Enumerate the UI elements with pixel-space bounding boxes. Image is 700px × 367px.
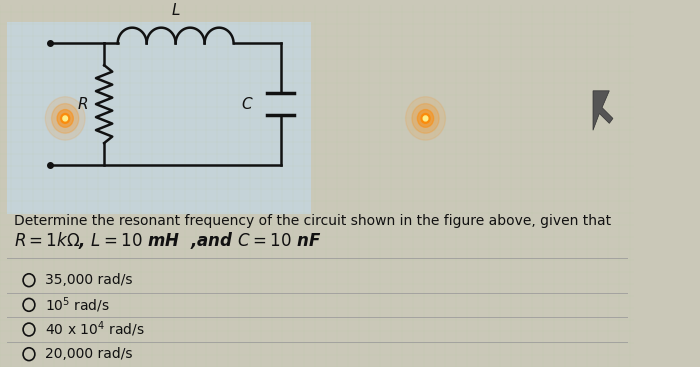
Circle shape — [46, 97, 85, 140]
Text: C: C — [241, 97, 251, 112]
Text: R: R — [77, 97, 88, 112]
Text: 20,000 rad/s: 20,000 rad/s — [46, 347, 133, 361]
Circle shape — [57, 109, 74, 127]
Text: $10^5$ rad/s: $10^5$ rad/s — [46, 295, 110, 315]
Text: 35,000 rad/s: 35,000 rad/s — [46, 273, 133, 287]
Circle shape — [63, 116, 67, 121]
Circle shape — [417, 109, 434, 127]
Text: L: L — [172, 3, 180, 18]
Circle shape — [412, 103, 439, 133]
Text: 40 x $10^4$ rad/s: 40 x $10^4$ rad/s — [46, 320, 145, 339]
Polygon shape — [593, 91, 613, 130]
Circle shape — [405, 97, 445, 140]
Circle shape — [421, 113, 430, 123]
Circle shape — [61, 113, 70, 123]
Circle shape — [52, 103, 79, 133]
Bar — [7, 22, 311, 214]
Circle shape — [424, 116, 428, 121]
Text: Determine the resonant frequency of the circuit shown in the figure above, given: Determine the resonant frequency of the … — [13, 214, 610, 228]
Text: $R = 1k\Omega$, $L=10$ mH  ,and $C = 10$ nF: $R = 1k\Omega$, $L=10$ mH ,and $C = 10$ … — [13, 230, 321, 251]
